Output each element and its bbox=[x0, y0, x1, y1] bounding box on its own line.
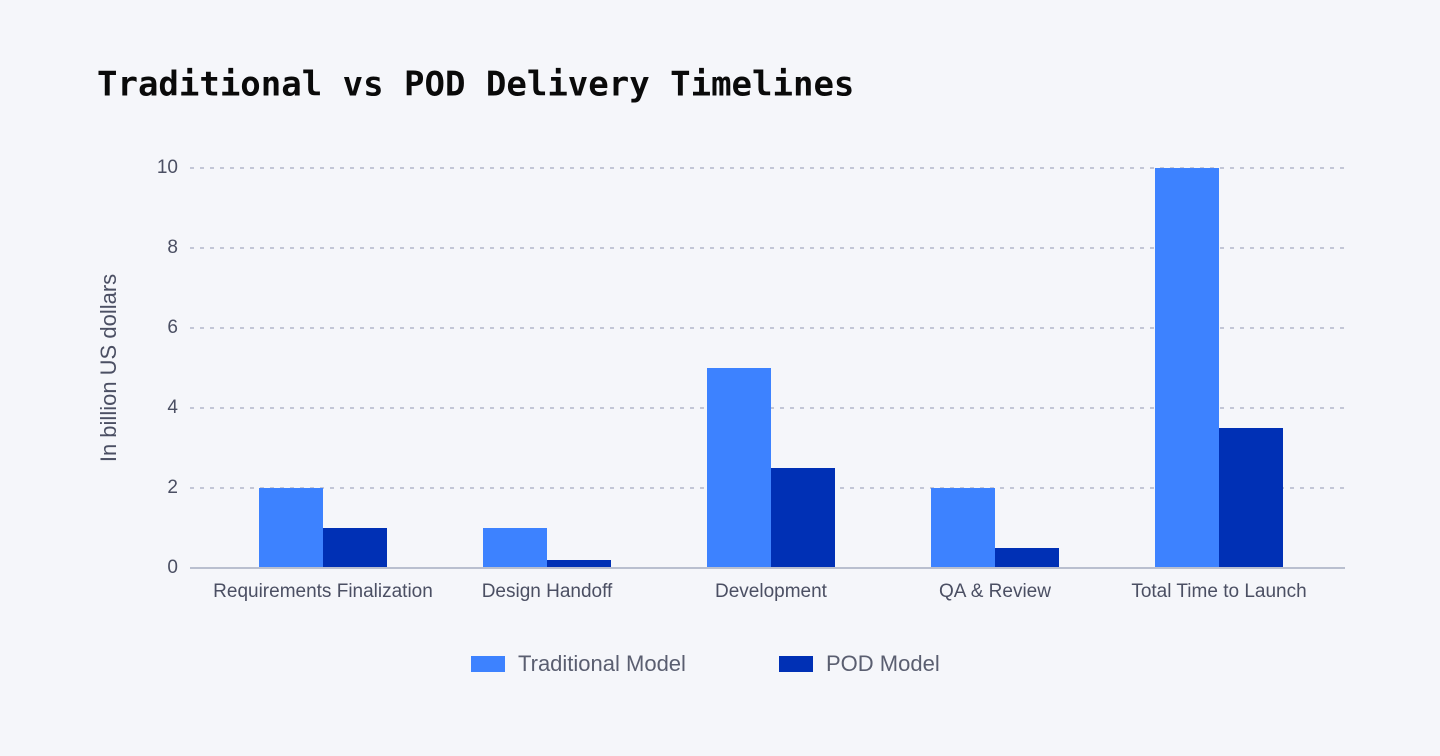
bar bbox=[771, 468, 835, 568]
y-tick-label: 4 bbox=[167, 397, 178, 418]
bar bbox=[547, 560, 611, 568]
legend-swatch bbox=[779, 656, 813, 672]
bar bbox=[323, 528, 387, 568]
legend-label: POD Model bbox=[826, 651, 940, 676]
chart-title: Traditional vs POD Delivery Timelines bbox=[97, 65, 854, 105]
x-tick-label: Design Handoff bbox=[482, 581, 613, 602]
y-tick-label: 6 bbox=[167, 317, 178, 338]
bar bbox=[995, 548, 1059, 568]
x-tick-label: Development bbox=[715, 581, 828, 602]
bar bbox=[707, 368, 771, 568]
bar bbox=[259, 488, 323, 568]
legend-label: Traditional Model bbox=[518, 651, 686, 676]
bar bbox=[483, 528, 547, 568]
bar bbox=[1219, 428, 1283, 568]
x-tick-label: Requirements Finalization bbox=[213, 581, 433, 602]
y-tick-label: 2 bbox=[167, 477, 178, 498]
bar bbox=[1155, 168, 1219, 568]
y-tick-label: 0 bbox=[167, 557, 178, 578]
x-tick-label: Total Time to Launch bbox=[1131, 581, 1306, 602]
y-tick-label: 8 bbox=[167, 237, 178, 258]
y-axis-label: In billion US dollars bbox=[96, 274, 121, 462]
legend-swatch bbox=[471, 656, 505, 672]
bar bbox=[931, 488, 995, 568]
x-tick-label: QA & Review bbox=[939, 581, 1051, 602]
y-tick-label: 10 bbox=[157, 157, 178, 178]
